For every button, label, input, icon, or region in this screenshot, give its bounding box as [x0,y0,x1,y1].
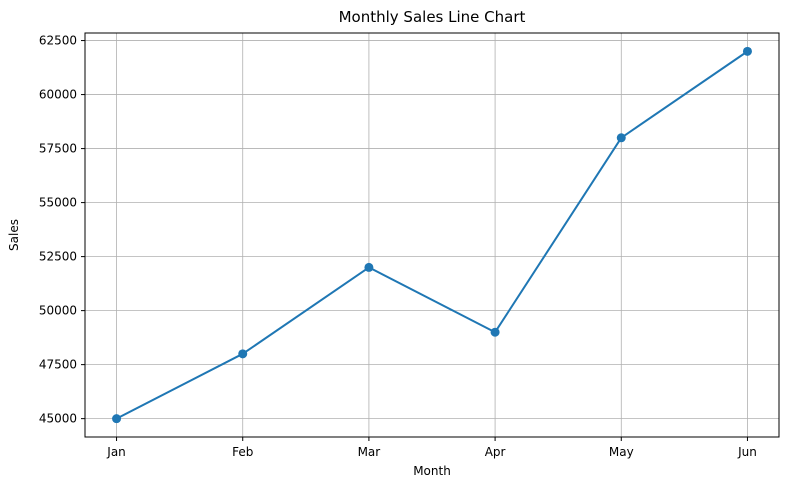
series-line-sales [115,50,749,420]
data-point-apr [490,327,500,337]
tick-layer: 45000 47500 50000 52500 55000 57500 60000 62500… [39,34,757,459]
y-tick-label: 50000 [39,304,77,318]
x-tick-label: Jan [106,445,126,459]
x-tick-label: Mar [358,445,381,459]
x-tick-label: Feb [232,445,253,459]
data-point-may [616,133,626,143]
data-layer [112,46,752,424]
y-axis-label: Sales [7,219,21,251]
x-axis-label: Month [413,464,451,478]
chart-title: Monthly Sales Line Chart [339,8,526,26]
y-tick-label: 57500 [39,142,77,156]
y-tick-label: 52500 [39,250,77,264]
data-point-mar [364,262,374,272]
y-tick-label: 62500 [39,34,77,48]
y-tick-label: 47500 [39,358,77,372]
y-tick-label: 60000 [39,88,77,102]
data-point-jan [112,414,122,424]
data-point-feb [238,349,248,359]
data-point-jun [742,46,752,56]
plot-border [84,32,780,438]
x-tick-label: May [609,445,634,459]
y-tick-label: 55000 [39,196,77,210]
grid-layer [85,33,779,437]
x-tick-label: Apr [485,445,506,459]
y-tick-label: 45000 [39,412,77,426]
x-tick-label: Jun [737,445,757,459]
